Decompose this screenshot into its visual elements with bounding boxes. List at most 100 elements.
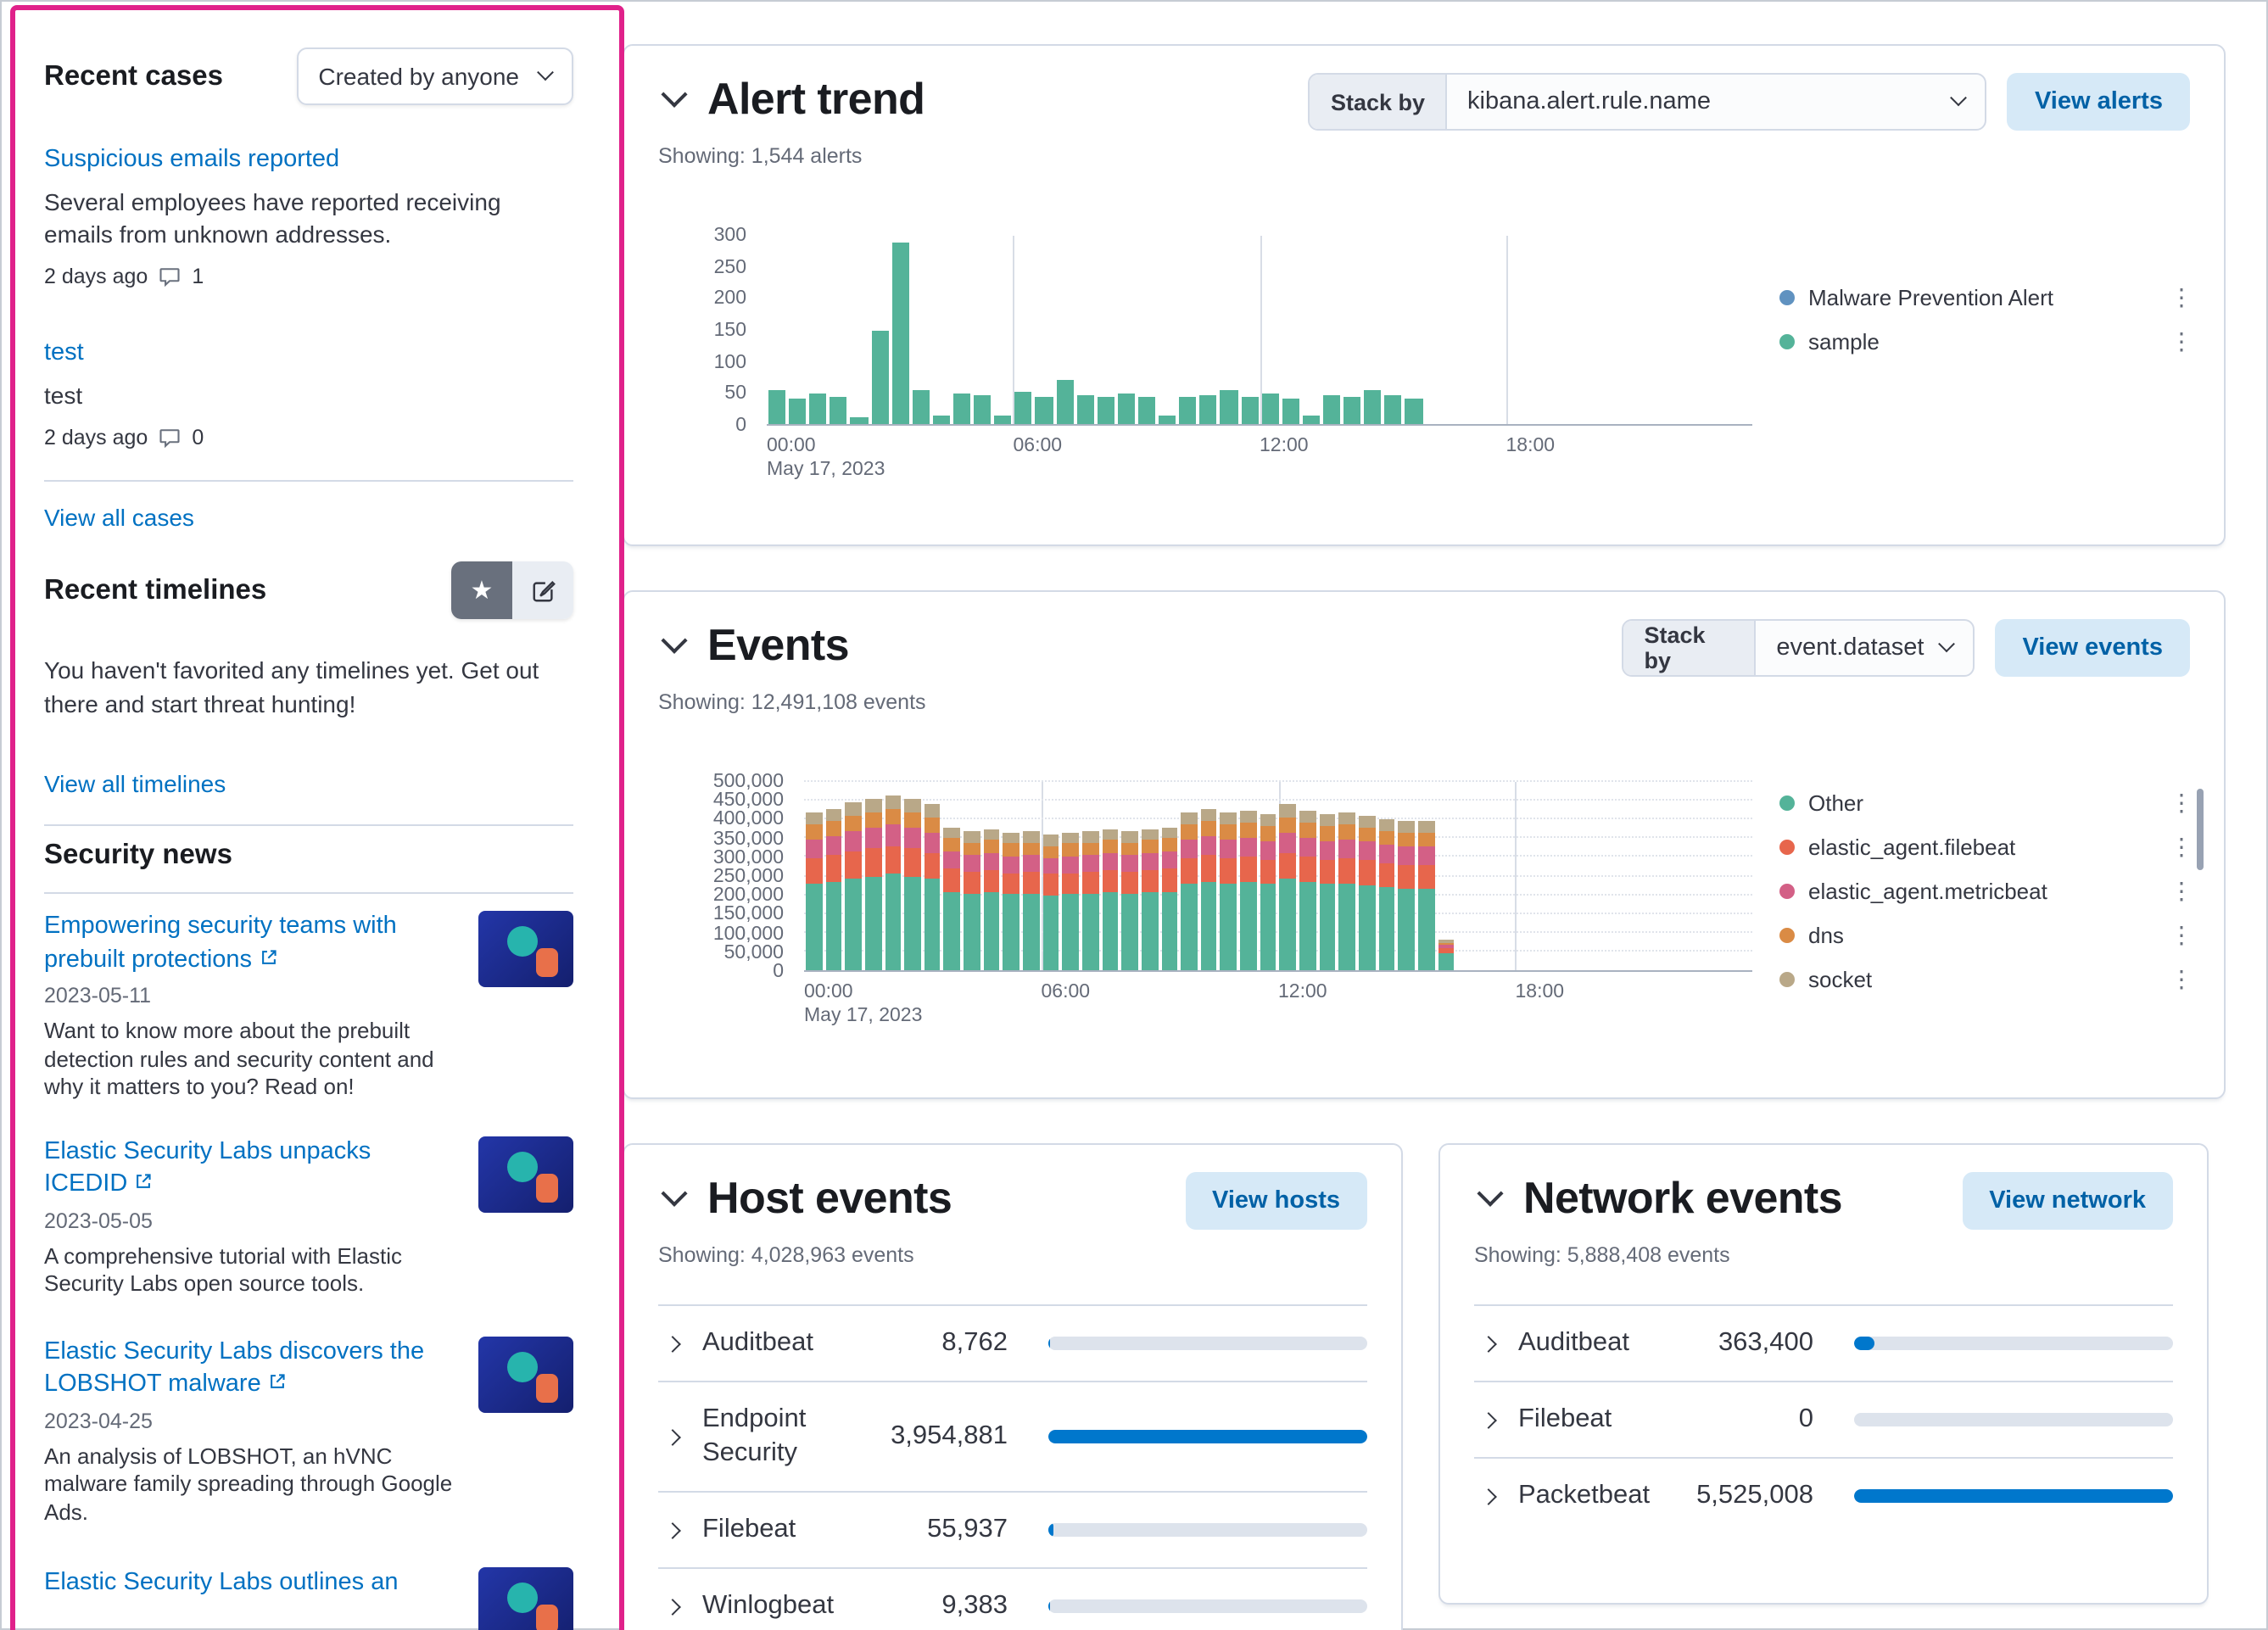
bar-segment — [1240, 837, 1257, 857]
gridline — [804, 780, 1752, 782]
bar-segment — [885, 874, 902, 970]
y-axis-label: 150 — [713, 321, 746, 341]
legend-item[interactable]: elastic_agent.filebeat ⋮ — [1779, 833, 2193, 862]
alert-stack-by-select[interactable]: Stack by kibana.alert.rule.name — [1308, 73, 1987, 131]
legend-actions-icon[interactable]: ⋮ — [2170, 965, 2193, 992]
bar-segment — [1161, 851, 1178, 869]
news-title-link[interactable]: Elastic Security Labs outlines an — [44, 1569, 399, 1596]
bar-segment — [1141, 840, 1159, 853]
news-description: An analysis of LOBSHOT, an hVNC malware … — [44, 1443, 453, 1524]
bar-segment — [825, 881, 842, 970]
news-title-link[interactable]: Elastic Security Labs discovers the LOBS… — [44, 1337, 424, 1398]
alert-trend-panel: Alert trend Stack by kibana.alert.rule.n… — [623, 44, 2226, 546]
bar-segment — [1137, 397, 1156, 424]
expand-row-button[interactable] — [1474, 1488, 1501, 1504]
legend-actions-icon[interactable]: ⋮ — [2170, 877, 2193, 904]
bar-segment — [1358, 885, 1376, 970]
legend-item[interactable]: Malware Prevention Alert ⋮ — [1779, 283, 2193, 312]
news-title-text: Elastic Security Labs unpacks ICEDID — [44, 1137, 371, 1197]
bar-segment — [1003, 856, 1020, 874]
legend-item[interactable]: Other ⋮ — [1779, 789, 2193, 818]
view-events-button[interactable]: View events — [1995, 619, 2190, 677]
x-axis-label: 00:00 — [767, 436, 816, 456]
scrollbar[interactable] — [2197, 789, 2204, 870]
star-icon: ★ — [470, 577, 494, 606]
news-item: Elastic Security Labs discovers the LOBS… — [44, 1336, 573, 1527]
y-axis-label: 300 — [713, 226, 746, 246]
legend-item[interactable]: socket ⋮ — [1779, 965, 2193, 994]
chevron-right-icon — [1479, 1335, 1496, 1352]
bar-segment — [1023, 842, 1040, 855]
legend-actions-icon[interactable]: ⋮ — [2170, 283, 2193, 310]
bar-segment — [1121, 830, 1138, 843]
bar-segment — [904, 799, 921, 812]
bar-segment — [994, 415, 1012, 424]
expand-row-button[interactable] — [658, 1335, 685, 1352]
chevron-right-icon — [1479, 1411, 1496, 1428]
news-thumbnail — [478, 1136, 573, 1212]
bar-segment — [943, 851, 961, 869]
bar-segment — [1003, 833, 1020, 844]
collapse-host-events-button[interactable] — [658, 1180, 689, 1214]
collapse-alert-trend-button[interactable] — [658, 81, 689, 114]
bar-segment — [1438, 953, 1455, 970]
y-axis-label: 150,000 — [712, 904, 784, 925]
collapse-events-button[interactable] — [658, 627, 689, 661]
view-all-timelines-link[interactable]: View all timelines — [44, 770, 226, 797]
bar-segment — [983, 852, 1000, 870]
bar-segment — [1279, 852, 1297, 879]
bar-segment — [806, 839, 823, 858]
stat-progress-bar — [1048, 1523, 1367, 1537]
legend-actions-icon[interactable]: ⋮ — [2170, 327, 2193, 354]
news-thumbnail — [478, 1567, 573, 1630]
expand-row-button[interactable] — [1474, 1335, 1501, 1352]
stack-by-value: event.dataset — [1776, 634, 1924, 661]
legend-actions-icon[interactable]: ⋮ — [2170, 833, 2193, 860]
bar-segment — [932, 415, 950, 424]
sidebar: Recent cases Created by anyone Suspiciou… — [15, 10, 609, 1630]
bar-segment — [1260, 840, 1276, 860]
expand-row-button[interactable] — [658, 1428, 685, 1445]
bar-segment — [1042, 874, 1059, 896]
cases-filter-dropdown[interactable]: Created by anyone — [296, 47, 573, 105]
y-axis-label: 0 — [773, 962, 784, 982]
external-link-icon — [137, 1174, 151, 1188]
view-alerts-button[interactable]: View alerts — [2007, 73, 2190, 131]
news-title-link[interactable]: Empowering security teams with prebuilt … — [44, 913, 397, 973]
bar-segment — [1279, 879, 1297, 970]
expand-row-button[interactable] — [658, 1598, 685, 1615]
legend-item[interactable]: dns ⋮ — [1779, 921, 2193, 950]
bar-segment — [830, 397, 847, 424]
bar-segment — [1343, 397, 1361, 424]
bar-segment — [1200, 855, 1217, 882]
legend-item[interactable]: elastic_agent.metricbeat ⋮ — [1779, 877, 2193, 906]
case-title-link[interactable]: test — [44, 339, 84, 366]
x-axis-label: 18:00 — [1515, 982, 1565, 1002]
news-title-text: Empowering security teams with prebuilt … — [44, 913, 397, 973]
expand-row-button[interactable] — [658, 1521, 685, 1538]
events-title: Events — [707, 619, 850, 670]
case-title-link[interactable]: Suspicious emails reported — [44, 146, 340, 173]
stat-progress-fill — [1048, 1430, 1367, 1443]
bar-segment — [1282, 399, 1299, 424]
legend-label: dns — [1808, 923, 1844, 948]
divider — [44, 892, 573, 894]
favorite-filter-button[interactable]: ★ — [451, 561, 512, 619]
plot-area — [804, 780, 1752, 972]
view-all-cases-link[interactable]: View all cases — [44, 504, 194, 531]
bar-segment — [1102, 869, 1119, 893]
expand-row-button[interactable] — [1474, 1411, 1501, 1428]
comment-icon — [159, 268, 180, 287]
bar-segment — [964, 871, 980, 894]
events-stack-by-select[interactable]: Stack by event.dataset — [1622, 619, 1975, 677]
legend-actions-icon[interactable]: ⋮ — [2170, 789, 2193, 816]
legend-item[interactable]: sample ⋮ — [1779, 327, 2193, 356]
stat-progress-bar — [1854, 1413, 2173, 1426]
view-network-button[interactable]: View network — [1962, 1172, 2173, 1230]
view-hosts-button[interactable]: View hosts — [1185, 1172, 1367, 1230]
legend-actions-icon[interactable]: ⋮ — [2170, 921, 2193, 948]
news-title-link[interactable]: Elastic Security Labs unpacks ICEDID — [44, 1137, 371, 1197]
bar-segment — [1438, 945, 1455, 949]
edit-timelines-button[interactable] — [512, 561, 573, 619]
collapse-network-events-button[interactable] — [1474, 1180, 1505, 1214]
